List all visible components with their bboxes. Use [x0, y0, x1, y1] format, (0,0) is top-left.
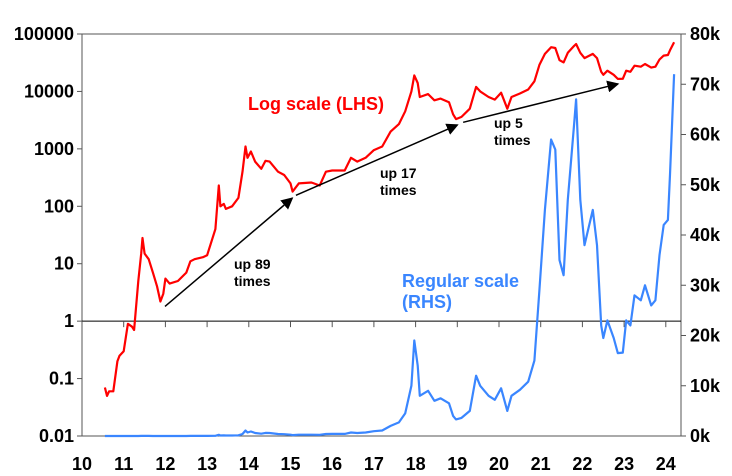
x-tick-label: 16: [322, 454, 342, 474]
annotation-up-5: up 5: [494, 115, 523, 131]
x-tick-label: 14: [239, 454, 259, 474]
right-tick-label: 40k: [690, 225, 721, 245]
right-tick-label: 60k: [690, 125, 721, 145]
x-tick-label: 13: [197, 454, 217, 474]
regular-scale-series-line: [104, 74, 676, 438]
annotation-up-5-times: times: [494, 132, 531, 148]
left-tick-label: 1: [64, 311, 74, 331]
x-tick-label: 23: [614, 454, 634, 474]
right-tick-label: 70k: [690, 74, 721, 94]
x-tick-label: 22: [572, 454, 592, 474]
annotation-up-89-times: times: [234, 273, 271, 289]
left-tick-label: 0.1: [49, 369, 74, 389]
series-label-log: Log scale (LHS): [248, 94, 384, 114]
right-tick-label: 80k: [690, 24, 721, 44]
annotation-arrow: [295, 123, 459, 197]
right-tick-label: 20k: [690, 326, 721, 346]
series-lines: [103, 41, 676, 438]
annotation-arrow: [462, 80, 620, 124]
left-tick-label: 10000: [24, 81, 74, 101]
annotation-arrows: [164, 80, 620, 308]
x-tick-label: 24: [656, 454, 676, 474]
annotation-up-17-times: times: [380, 182, 417, 198]
left-tick-label: 0.01: [39, 426, 74, 446]
left-tick-label: 100: [44, 196, 74, 216]
series-label-regular: Regular scale: [402, 271, 519, 291]
right-tick-label: 10k: [690, 376, 721, 396]
x-tick-label: 18: [406, 454, 426, 474]
right-tick-label: 50k: [690, 175, 721, 195]
annotation-up-89: up 89: [234, 256, 271, 272]
annotation-arrow: [164, 197, 294, 308]
x-tick-label: 15: [280, 454, 300, 474]
x-tick-label: 11: [114, 454, 133, 474]
annotation-up-17: up 17: [380, 165, 417, 181]
series-label-regular-rhs: (RHS): [402, 292, 452, 312]
left-tick-label: 10: [54, 254, 74, 274]
left-tick-label: 1000: [34, 139, 74, 159]
left-tick-label: 100000: [14, 24, 74, 44]
axes: 100000 10000 1000 100 10 1 0.1 0.01 80k 70k 60k 50k…: [14, 24, 721, 474]
right-tick-label: 0k: [690, 426, 711, 446]
right-tick-label: 30k: [690, 275, 721, 295]
x-tick-label: 12: [155, 454, 175, 474]
x-tick-label: 20: [489, 454, 509, 474]
x-tick-label: 17: [364, 454, 384, 474]
log-scale-series-line: [103, 41, 676, 397]
x-tick-label: 21: [531, 454, 551, 474]
x-tick-label: 10: [72, 454, 92, 474]
x-tick-label: 19: [447, 454, 467, 474]
